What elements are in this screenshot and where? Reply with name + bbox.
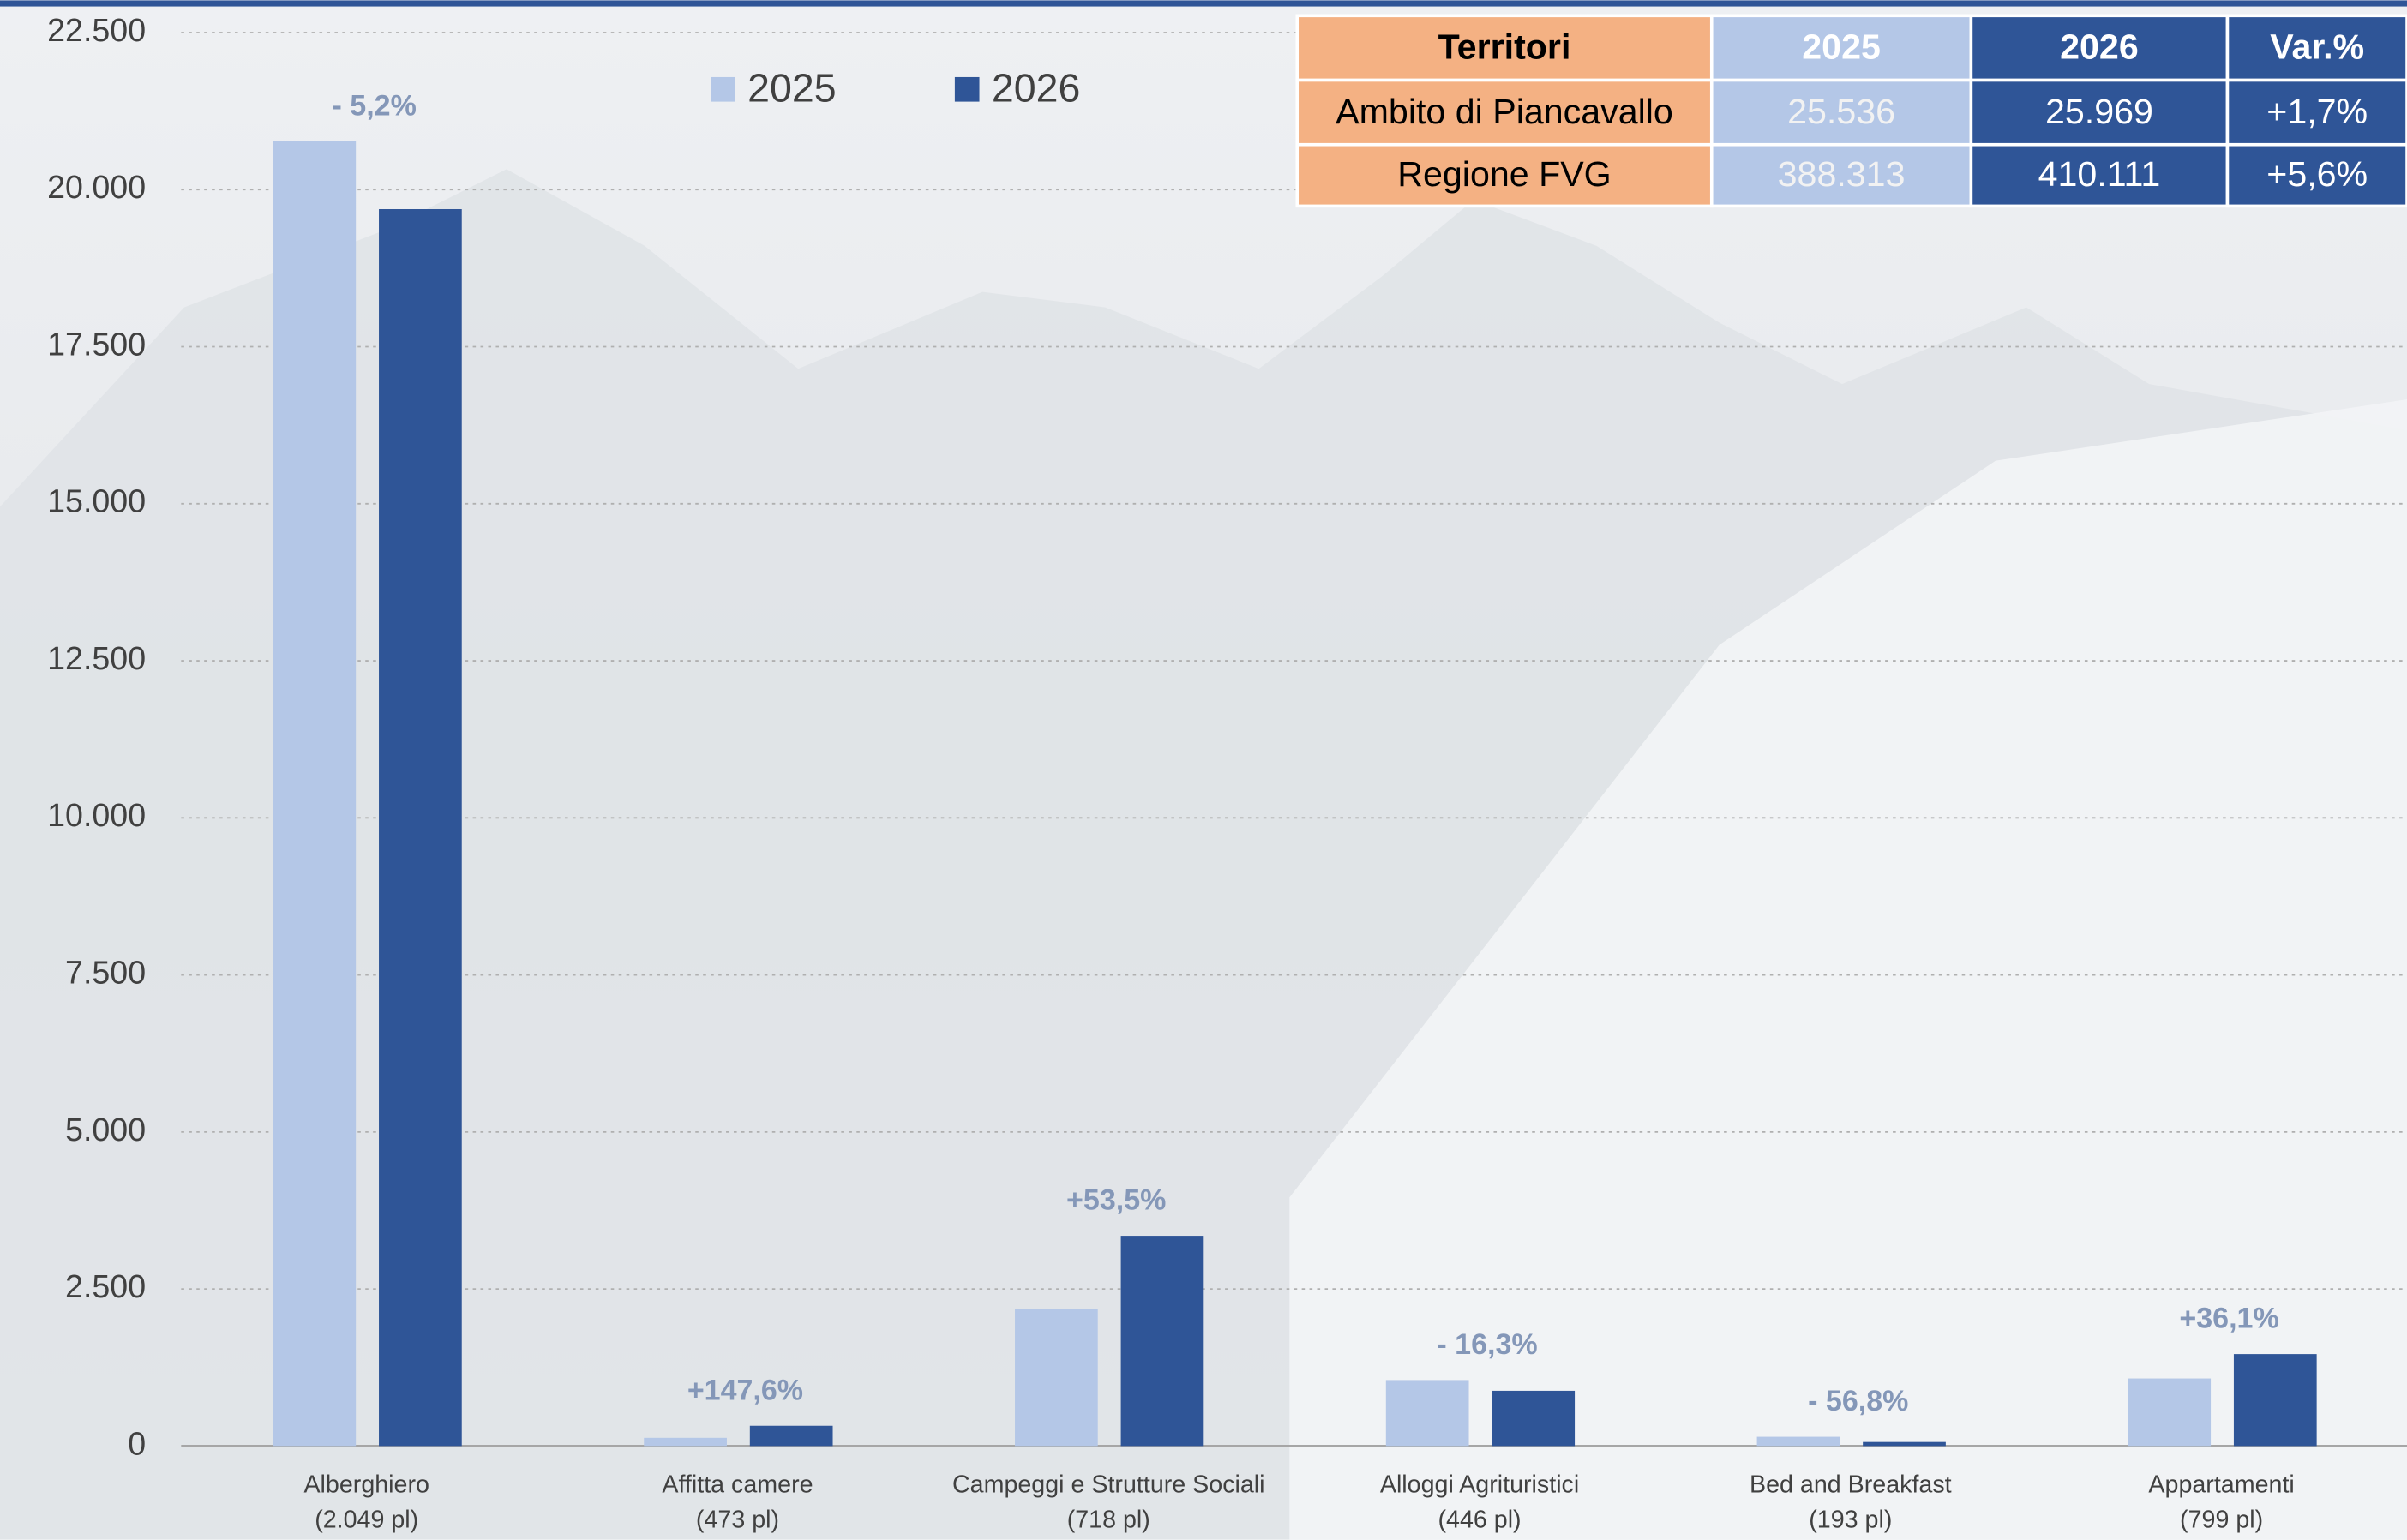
table-value: Ambito di Piancavallo [1336, 92, 1673, 131]
bar [2128, 1379, 2211, 1447]
top-bar [0, 0, 2407, 6]
table-header: Territori [1438, 27, 1571, 67]
bar [1492, 1391, 1575, 1446]
legend-swatch [711, 77, 735, 102]
y-tick-label: 7.500 [65, 955, 146, 991]
legend-label: 2025 [747, 65, 837, 110]
change-label: - 16,3% [1437, 1328, 1537, 1361]
table-header: 2026 [2060, 27, 2139, 67]
y-tick-label: 20.000 [47, 169, 146, 205]
bar [273, 141, 356, 1447]
x-tick-label: Bed and Breakfast [1750, 1471, 1952, 1498]
table-header: Var.% [2270, 27, 2364, 67]
y-tick-label: 22.500 [47, 12, 146, 48]
bar [1121, 1236, 1204, 1446]
bar [2234, 1354, 2317, 1446]
bar [379, 209, 462, 1446]
x-tick-sublabel: (2.049 pl) [315, 1507, 418, 1534]
x-tick-sublabel: (718 pl) [1067, 1507, 1150, 1534]
y-tick-label: 17.500 [47, 326, 146, 362]
x-tick-label: Alberghiero [303, 1471, 429, 1498]
x-tick-sublabel: (446 pl) [1438, 1507, 1521, 1534]
x-tick-label: Appartamenti [2148, 1471, 2294, 1498]
table-value: 25.536 [1787, 92, 1895, 131]
y-tick-label: 2.500 [65, 1268, 146, 1304]
bar [1015, 1309, 1098, 1447]
x-tick-label: Campeggi e Strutture Sociali [952, 1471, 1265, 1498]
chart: 0 2.500 5.000 7.500 10.000 12.500 15.000 17.500… [0, 0, 2407, 1540]
change-label: - 5,2% [333, 89, 417, 122]
table: Territori 2025 2026 Var.% Ambito di Piancava… [1297, 15, 2407, 206]
change-label: +36,1% [2179, 1303, 2278, 1335]
bar [1757, 1437, 1840, 1447]
y-tick-label: 0 [128, 1425, 146, 1461]
legend-label: 2026 [992, 65, 1081, 110]
table-value: +1,7% [2266, 92, 2368, 131]
table-value: 410.111 [2038, 154, 2161, 194]
table-value: Regione FVG [1397, 154, 1611, 194]
bar [1386, 1380, 1469, 1446]
x-tick-label: Affitta camere [662, 1471, 813, 1498]
y-tick-label: 15.000 [47, 483, 146, 519]
change-label: +147,6% [687, 1374, 803, 1406]
y-tick-label: 5.000 [65, 1112, 146, 1148]
y-tick-label: 10.000 [47, 797, 146, 833]
y-tick-label: 12.500 [47, 640, 146, 676]
bar [750, 1426, 833, 1447]
table-value: 25.969 [2045, 92, 2153, 131]
x-tick-sublabel: (473 pl) [696, 1507, 779, 1534]
bar [644, 1438, 727, 1447]
table-value: 388.313 [1778, 154, 1906, 194]
legend-swatch [955, 77, 980, 102]
x-tick-sublabel: (193 pl) [1809, 1507, 1892, 1534]
x-tick-sublabel: (799 pl) [2180, 1507, 2263, 1534]
table-value: +5,6% [2266, 154, 2368, 194]
bar [1863, 1442, 1946, 1447]
change-label: +53,5% [1066, 1184, 1166, 1217]
table-header: 2025 [1802, 27, 1881, 67]
page: 0 2.500 5.000 7.500 10.000 12.500 15.000 17.500… [0, 0, 2407, 1540]
x-tick-label: Alloggi Agrituristici [1380, 1471, 1579, 1498]
change-label: - 56,8% [1808, 1385, 1908, 1417]
